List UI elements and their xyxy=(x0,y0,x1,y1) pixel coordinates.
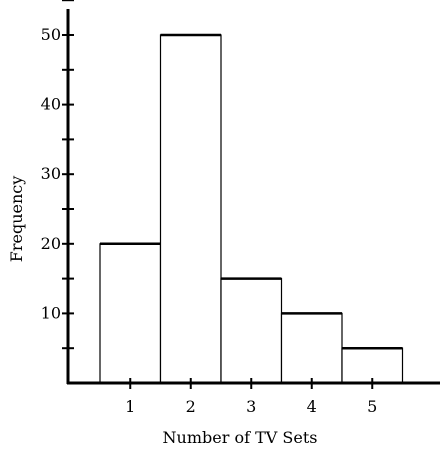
bar-4 xyxy=(280,312,343,384)
y-axis-label: Frequency xyxy=(7,176,26,263)
y-tick-label: 10 xyxy=(41,303,61,322)
x-tick-label: 2 xyxy=(186,397,196,416)
x-tick-label: 3 xyxy=(246,397,256,416)
y-tick-label: 50 xyxy=(41,25,61,44)
x-tick-label: 1 xyxy=(125,397,135,416)
y-tick-label: 20 xyxy=(41,234,61,253)
x-tick-label: 5 xyxy=(367,397,377,416)
bars-group xyxy=(99,33,404,384)
y-tick-label: 30 xyxy=(41,164,61,183)
y-tick-label: 40 xyxy=(41,95,61,114)
bar-2 xyxy=(159,34,222,384)
x-tick-label: 4 xyxy=(307,397,317,416)
y-ticks-group: 10 20 30 40 50 xyxy=(41,0,74,350)
x-axis-label: Number of TV Sets xyxy=(163,428,318,447)
bar-1 xyxy=(99,243,162,384)
bar-5 xyxy=(341,347,404,384)
bar-3 xyxy=(220,278,283,384)
